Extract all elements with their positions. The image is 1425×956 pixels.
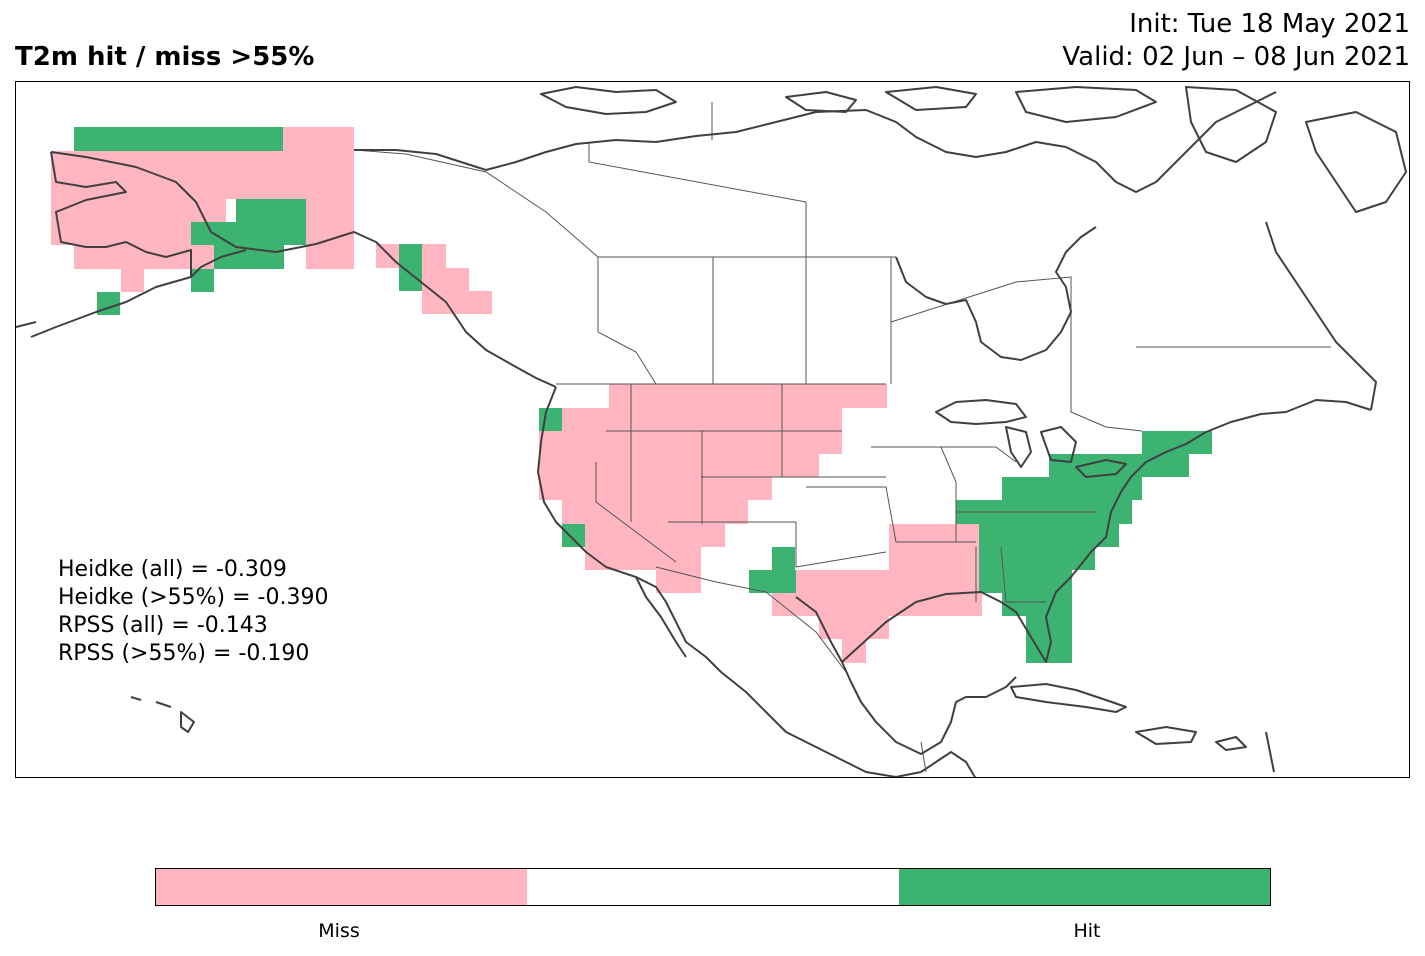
hit-cell: [979, 524, 1119, 547]
hit-cell: [772, 547, 795, 570]
miss-cell: [121, 269, 144, 292]
hit-cell: [979, 570, 1072, 593]
map-panel: [15, 81, 1410, 778]
north-america-map: [16, 86, 1407, 777]
map-title: T2m hit / miss >55%: [15, 42, 315, 72]
miss-cell: [609, 384, 887, 408]
southern-us-cells: [749, 524, 996, 663]
miss-cell: [51, 222, 191, 245]
western-us-cells: [539, 384, 887, 593]
miss-cell: [539, 408, 842, 431]
hit-cell: [1002, 477, 1142, 500]
colorbar: [155, 868, 1271, 906]
hit-cell: [191, 222, 306, 245]
political-borders: [353, 102, 1331, 773]
miss-cell: [656, 570, 701, 593]
miss-cell: [935, 524, 981, 548]
eastern-us-cells: [956, 431, 1212, 663]
colorbar-segment-neutral: [527, 869, 899, 905]
miss-cell: [539, 431, 842, 454]
hit-cell: [236, 199, 306, 222]
miss-cell: [585, 547, 701, 570]
miss-cell: [562, 500, 748, 524]
miss-cell: [539, 477, 772, 500]
alaska-cells: [51, 127, 354, 315]
colorbar-segment-hit: [898, 869, 1270, 905]
miss-cell: [422, 291, 492, 314]
score-line: Heidke (>55%) = -0.390: [58, 585, 329, 610]
bc-coast-cells: [376, 244, 492, 314]
hit-cell: [191, 269, 214, 292]
miss-cell: [562, 524, 725, 547]
hit-cell: [562, 524, 585, 547]
miss-cell: [772, 593, 982, 616]
skill-scores: Heidke (all) = -0.309 Heidke (>55%) = -0…: [58, 556, 328, 668]
miss-cell: [306, 199, 354, 222]
hit-cell: [399, 244, 422, 268]
colorbar-segment-miss: [156, 869, 528, 905]
hit-cell: [74, 127, 283, 151]
colorbar-label-hit: Hit: [1073, 920, 1101, 942]
miss-cell: [539, 454, 819, 477]
miss-cell: [51, 151, 354, 199]
coastlines: [16, 86, 1407, 777]
hit-cell: [979, 547, 1095, 570]
score-line: RPSS (all) = -0.143: [58, 613, 268, 638]
valid-period: Valid: 02 Jun – 08 Jun 2021: [1062, 42, 1410, 72]
score-line: Heidke (all) = -0.309: [58, 557, 287, 582]
hit-cell: [399, 268, 422, 291]
miss-cell: [819, 616, 889, 639]
hit-cell: [749, 570, 796, 593]
miss-cell: [306, 245, 354, 269]
init-date: Init: Tue 18 May 2021: [1129, 9, 1410, 39]
colorbar-label-miss: Miss: [318, 920, 360, 942]
miss-cell: [51, 199, 226, 222]
miss-cell: [306, 222, 354, 245]
hit-cell: [1142, 431, 1212, 454]
hit-cell: [1002, 593, 1072, 616]
miss-cell: [74, 245, 214, 269]
hit-cell: [1049, 454, 1189, 477]
date-info: Init: Tue 18 May 2021 Valid: 02 Jun – 08…: [1062, 8, 1410, 74]
score-line: RPSS (>55%) = -0.190: [58, 641, 310, 666]
